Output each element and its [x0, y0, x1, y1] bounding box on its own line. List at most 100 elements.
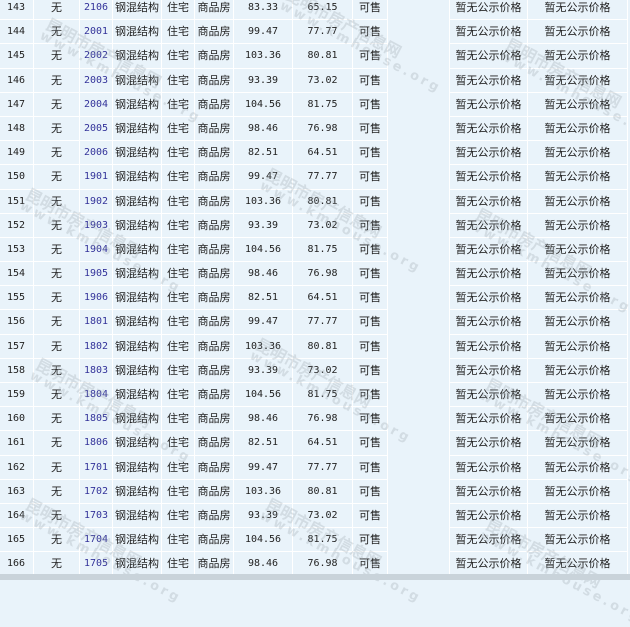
- room-number-link[interactable]: 2005: [80, 116, 113, 142]
- price-cell: 暂无公示价格: [450, 44, 528, 69]
- room-number-link[interactable]: 1801: [80, 310, 113, 335]
- price-cell: 暂无公示价格: [450, 479, 528, 504]
- building-area-cell: 99.47: [234, 455, 293, 480]
- sale-status-cell: 可售: [353, 92, 388, 117]
- room-number-link[interactable]: 2006: [80, 141, 113, 166]
- blank-cell: [388, 334, 450, 359]
- row-number: 160: [0, 407, 34, 432]
- usage-cell: 住宅: [162, 310, 195, 335]
- blank-cell: [388, 20, 450, 45]
- room-number-link[interactable]: 2004: [80, 92, 113, 117]
- building-area-cell: 103.36: [234, 479, 293, 504]
- house-type-cell: 商品房: [195, 213, 234, 238]
- row-number: 157: [0, 334, 34, 359]
- room-number-link[interactable]: 1904: [80, 237, 113, 263]
- price-cell: 暂无公示价格: [450, 503, 528, 529]
- blank-cell: [388, 189, 450, 214]
- room-number-link[interactable]: 1903: [80, 213, 113, 238]
- price-cell: 暂无公示价格: [450, 310, 528, 335]
- usage-cell: 住宅: [162, 68, 195, 93]
- floor-cell: 无: [34, 358, 80, 383]
- room-number-link[interactable]: 1906: [80, 286, 113, 311]
- structure-cell: 钢混结构: [113, 552, 162, 577]
- building-area-cell: 98.46: [234, 552, 293, 577]
- inner-area-cell: 77.77: [293, 455, 353, 480]
- price-cell: 暂无公示价格: [450, 141, 528, 166]
- inner-area-cell: 81.75: [293, 528, 353, 553]
- room-number-link[interactable]: 2106: [80, 0, 113, 21]
- price-cell: 暂无公示价格: [450, 334, 528, 359]
- room-number-link[interactable]: 1804: [80, 383, 113, 408]
- house-type-cell: 商品房: [195, 92, 234, 117]
- sale-status-cell: 可售: [353, 358, 388, 383]
- house-type-cell: 商品房: [195, 262, 234, 287]
- price-cell: 暂无公示价格: [528, 431, 628, 456]
- floor-cell: 无: [34, 165, 80, 190]
- house-type-cell: 商品房: [195, 552, 234, 577]
- usage-cell: 住宅: [162, 358, 195, 383]
- room-number-link[interactable]: 1705: [80, 552, 113, 577]
- room-number-link[interactable]: 2001: [80, 20, 113, 45]
- row-number: 154: [0, 262, 34, 287]
- price-cell: 暂无公示价格: [450, 20, 528, 45]
- price-cell: 暂无公示价格: [450, 358, 528, 383]
- building-area-cell: 93.39: [234, 213, 293, 238]
- room-number-link[interactable]: 2003: [80, 68, 113, 93]
- structure-cell: 钢混结构: [113, 44, 162, 69]
- table-row: 163 无 1702 钢混结构 住宅 商品房 103.36 80.81 可售 暂无公示价格 暂无公示…: [0, 479, 628, 504]
- sale-status-cell: 可售: [353, 262, 388, 287]
- price-cell: 暂无公示价格: [450, 528, 528, 553]
- price-cell: 暂无公示价格: [450, 0, 528, 21]
- room-number-link[interactable]: 1902: [80, 189, 113, 214]
- structure-cell: 钢混结构: [113, 431, 162, 456]
- room-number-link[interactable]: 1805: [80, 407, 113, 432]
- inner-area-cell: 77.77: [293, 310, 353, 335]
- room-number-link[interactable]: 1701: [80, 455, 113, 480]
- house-type-cell: 商品房: [195, 431, 234, 456]
- room-number-link[interactable]: 1802: [80, 334, 113, 359]
- usage-cell: 住宅: [162, 262, 195, 287]
- room-number-link[interactable]: 1901: [80, 165, 113, 190]
- sale-status-cell: 可售: [353, 0, 388, 21]
- building-area-cell: 103.36: [234, 334, 293, 359]
- building-area-cell: 82.51: [234, 141, 293, 166]
- blank-cell: [388, 92, 450, 117]
- price-cell: 暂无公示价格: [450, 286, 528, 311]
- usage-cell: 住宅: [162, 407, 195, 432]
- room-number-link[interactable]: 1905: [80, 262, 113, 287]
- room-number-link[interactable]: 2002: [80, 44, 113, 69]
- structure-cell: 钢混结构: [113, 68, 162, 93]
- blank-cell: [388, 479, 450, 504]
- usage-cell: 住宅: [162, 528, 195, 553]
- house-type-cell: 商品房: [195, 310, 234, 335]
- structure-cell: 钢混结构: [113, 262, 162, 287]
- sale-status-cell: 可售: [353, 20, 388, 45]
- usage-cell: 住宅: [162, 165, 195, 190]
- building-area-cell: 104.56: [234, 237, 293, 263]
- structure-cell: 钢混结构: [113, 213, 162, 238]
- blank-cell: [388, 407, 450, 432]
- room-number-link[interactable]: 1703: [80, 503, 113, 529]
- room-number-link[interactable]: 1704: [80, 528, 113, 553]
- building-area-cell: 99.47: [234, 165, 293, 190]
- room-number-link[interactable]: 1803: [80, 358, 113, 383]
- sale-status-cell: 可售: [353, 334, 388, 359]
- floor-cell: 无: [34, 213, 80, 238]
- building-area-cell: 104.56: [234, 383, 293, 408]
- price-cell: 暂无公示价格: [450, 455, 528, 480]
- price-cell: 暂无公示价格: [528, 213, 628, 238]
- inner-area-cell: 73.02: [293, 503, 353, 529]
- building-area-cell: 82.51: [234, 431, 293, 456]
- floor-cell: 无: [34, 334, 80, 359]
- row-number: 151: [0, 189, 34, 214]
- blank-cell: [388, 552, 450, 577]
- row-number: 152: [0, 213, 34, 238]
- room-number-link[interactable]: 1702: [80, 479, 113, 504]
- blank-cell: [388, 455, 450, 480]
- structure-cell: 钢混结构: [113, 528, 162, 553]
- room-number-link[interactable]: 1806: [80, 431, 113, 456]
- price-cell: 暂无公示价格: [528, 552, 628, 577]
- floor-cell: 无: [34, 528, 80, 553]
- sale-status-cell: 可售: [353, 479, 388, 504]
- house-type-cell: 商品房: [195, 358, 234, 383]
